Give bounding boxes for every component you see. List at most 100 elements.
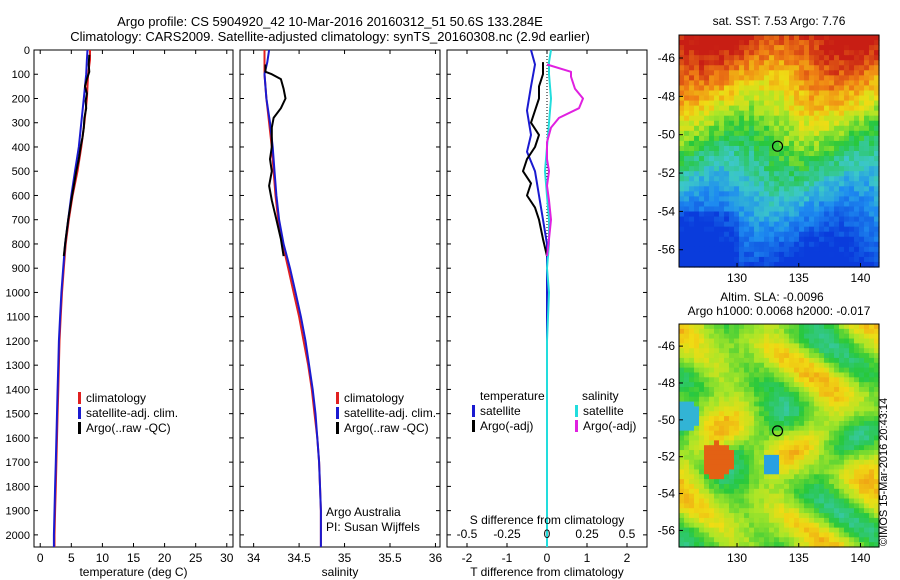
x-tick-label: 135: [789, 551, 809, 565]
map-frame: [678, 34, 880, 268]
x-tick-label: 1: [584, 551, 591, 565]
s-tick-label: 0: [544, 527, 551, 541]
legend-label: Argo(..raw -QC): [86, 421, 171, 435]
y-tick-label: -46: [658, 51, 676, 65]
x-axis-label: salinity: [322, 565, 359, 579]
y-tick-label: -54: [658, 487, 676, 501]
x-tick-label: 15: [127, 551, 141, 565]
map-title: Altim. SLA: -0.0096: [720, 290, 824, 304]
y-tick-label: -56: [658, 523, 676, 537]
y-tick-label: 200: [12, 93, 30, 105]
annotation-line: PI: Susan Wijffels: [326, 520, 420, 534]
y-tick-label: 100: [12, 69, 30, 81]
x-tick-label: -1: [502, 551, 513, 565]
legend-swatch: [472, 420, 475, 432]
map-frame: [678, 323, 880, 548]
x-tick-label: 30: [220, 551, 234, 565]
y-tick-label: 1600: [6, 433, 30, 445]
y-tick-label: -52: [658, 450, 676, 464]
y-tick-label: 1000: [6, 287, 30, 299]
y-tick-label: -48: [658, 376, 676, 390]
map-subtitle: Argo h1000: 0.0068 h2000: -0.017: [688, 304, 871, 318]
s-tick-label: -0.25: [493, 527, 521, 541]
x-tick-label: 140: [850, 271, 870, 285]
y-tick-label: -46: [658, 339, 676, 353]
x-tick-label: 130: [727, 271, 747, 285]
imos-credit: ©IMOS 15-Mar-2016 20:43:14: [878, 397, 890, 546]
legend-swatch: [575, 405, 578, 417]
x-tick-label: 10: [96, 551, 110, 565]
legend-label: climatology: [86, 391, 146, 405]
s-tick-label: -0.5: [457, 527, 478, 541]
series-line-difference-1: [522, 62, 548, 257]
y-tick-label: 1900: [6, 506, 30, 518]
y-tick-label: 400: [12, 142, 30, 154]
legend-label: satellite-adj. clim.: [86, 406, 178, 420]
series-line-temperature-1: [52, 49, 89, 547]
y-tick-label: -54: [658, 204, 676, 218]
legend-swatch: [336, 422, 339, 434]
legend-header: temperature: [480, 389, 545, 403]
y-tick-label: 800: [12, 239, 30, 251]
plot-frame-temperature: [33, 49, 234, 548]
x-tick-label: 34.5: [287, 551, 311, 565]
argo-position-marker: [771, 425, 784, 437]
legend-label: Argo(-adj): [480, 419, 533, 433]
x-tick-label: 135: [789, 271, 809, 285]
legend-swatch: [336, 407, 339, 419]
y-tick-label: -48: [658, 89, 676, 103]
plot-frame-salinity: [239, 49, 441, 548]
x-axis-label: T difference from climatology: [470, 565, 624, 579]
x-tick-label: 35.5: [378, 551, 402, 565]
panel-salinity: 34 34.5 35 35.5 36 salinity climatologysatelli…: [239, 49, 442, 579]
map-sla_map: 130 135 140 -46 -48 -50 -52 -54 -56: [658, 323, 880, 565]
y-tick-label: 1400: [6, 384, 30, 396]
y-tick-label: 2000: [6, 530, 30, 542]
legend-label: climatology: [344, 391, 404, 405]
y-tick-label: 500: [12, 166, 30, 178]
y-tick-label: 600: [12, 190, 30, 202]
title-line-2: Climatology: CARS2009. Satellite-adjuste…: [70, 29, 590, 44]
y-tick-label: 1700: [6, 457, 30, 469]
y-tick-label: 0: [24, 45, 30, 57]
x-axis-label: temperature (deg C): [79, 565, 187, 579]
legend-swatch: [78, 407, 81, 419]
x-tick-label: 34: [247, 551, 261, 565]
map-title: sat. SST: 7.53 Argo: 7.76: [713, 14, 846, 28]
y-tick-label: 900: [12, 263, 30, 275]
legend-swatch: [78, 392, 81, 404]
y-tick-label: 1100: [6, 312, 30, 324]
s-tick-label: 0.25: [575, 527, 599, 541]
legend-header: salinity: [582, 389, 619, 403]
argo-position-marker: [771, 140, 784, 152]
x-tick-label: 0: [37, 551, 44, 565]
panel-temperature: 0100200300400500600700800900100011001200…: [6, 45, 234, 579]
legend-label: satellite: [583, 404, 624, 418]
x-tick-label: 25: [189, 551, 203, 565]
legend-label: satellite-adj. clim.: [344, 406, 436, 420]
annotation-line: Argo Australia: [326, 505, 401, 519]
title-line-1: Argo profile: CS 5904920_42 10-Mar-2016 …: [117, 14, 543, 29]
x-tick-label: 130: [727, 551, 747, 565]
series-line-difference-3: [546, 63, 584, 257]
legend-swatch: [575, 420, 578, 432]
series-line-salinity-2: [264, 64, 287, 257]
legend-label: Argo(..raw -QC): [344, 421, 429, 435]
x-tick-label: -2: [462, 551, 473, 565]
y-tick-label: 1500: [6, 409, 30, 421]
legend-swatch: [78, 422, 81, 434]
series-line-temperature-2: [62, 54, 91, 257]
y-tick-label: 700: [12, 215, 30, 227]
legend-swatch: [336, 392, 339, 404]
map-sst_map: 130 135 140 -46 -48 -50 -52 -54 -56: [658, 34, 880, 285]
legend-label: satellite: [480, 404, 521, 418]
s-tick-label: 0.5: [619, 527, 636, 541]
x-tick-label: 0: [544, 551, 551, 565]
y-tick-label: 1200: [6, 336, 30, 348]
x-tick-label: 5: [68, 551, 75, 565]
y-tick-label: -50: [658, 128, 676, 142]
x-tick-label: 2: [624, 551, 631, 565]
panel-difference: -2 -1 0 1 2T difference from climatology -0.5…: [446, 49, 648, 579]
series-line-salinity-1: [263, 49, 322, 547]
